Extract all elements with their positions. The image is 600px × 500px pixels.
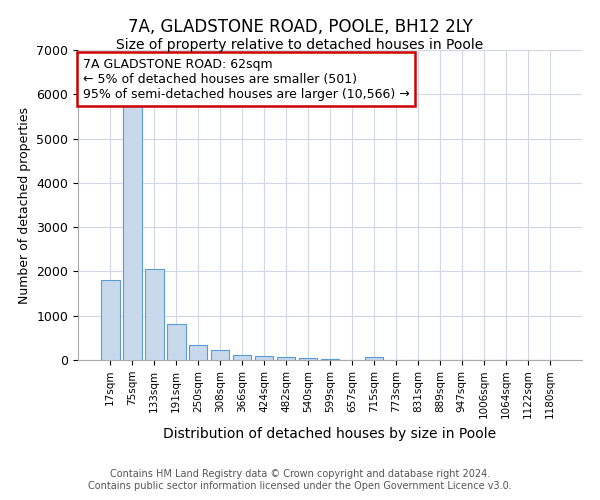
Text: 7A, GLADSTONE ROAD, POOLE, BH12 2LY: 7A, GLADSTONE ROAD, POOLE, BH12 2LY [128,18,472,36]
Bar [211,350,229,360]
Bar [101,280,119,360]
Bar [189,345,208,360]
Bar [233,355,251,360]
Bar [320,358,340,360]
Text: Contains HM Land Registry data © Crown copyright and database right 2024.
Contai: Contains HM Land Registry data © Crown c… [88,470,512,491]
Bar [145,269,164,360]
Bar [167,324,185,360]
X-axis label: Distribution of detached houses by size in Poole: Distribution of detached houses by size … [163,427,497,441]
Text: Size of property relative to detached houses in Poole: Size of property relative to detached ho… [116,38,484,52]
Y-axis label: Number of detached properties: Number of detached properties [18,106,31,304]
Bar [255,356,274,360]
Text: 7A GLADSTONE ROAD: 62sqm
← 5% of detached houses are smaller (501)
95% of semi-d: 7A GLADSTONE ROAD: 62sqm ← 5% of detache… [83,58,410,101]
Bar [123,106,142,360]
Bar [299,358,317,360]
Bar [277,357,295,360]
Bar [365,358,383,360]
